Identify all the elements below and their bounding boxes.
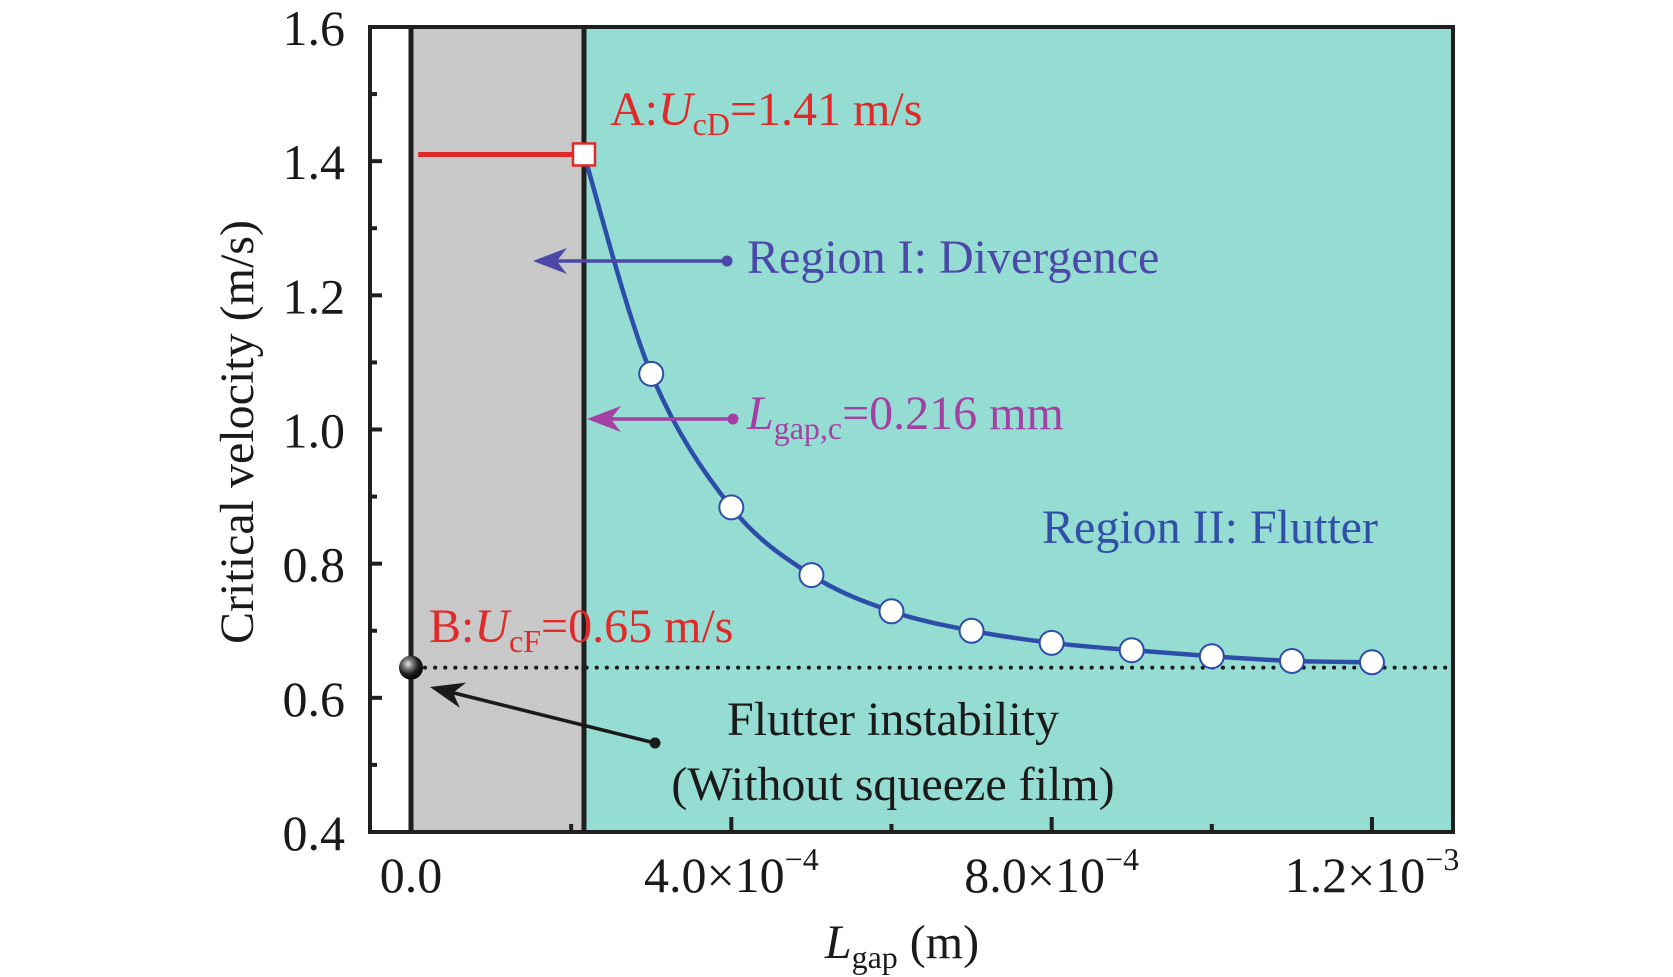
annotation-b-var: U	[474, 600, 512, 653]
annotation-flutter-line-1: Flutter instability	[727, 693, 1059, 746]
x-tick-label-mantissa: 0.0	[380, 847, 443, 903]
y-tick-label: 1.6	[283, 0, 346, 56]
annotation-b-prefix: B:	[429, 600, 474, 653]
x-tick-label-mantissa: 8.0×10	[964, 847, 1105, 903]
annotation-a-var: U	[658, 83, 696, 136]
y-axis-title: Critical velocity (m/s)	[211, 220, 264, 644]
x-axis-title-sub: gap	[852, 939, 898, 975]
x-tick-label-mantissa: 4.0×10	[644, 847, 785, 903]
data-point	[798, 562, 825, 589]
annotation-lgapc-var: L	[746, 387, 774, 440]
annotation-point-a: A:UcD=1.41 m/s	[610, 83, 922, 142]
y-tick-label: 0.6	[283, 671, 346, 727]
x-axis-title-var: L	[824, 916, 852, 969]
x-tick-label: 1.2×10−3	[1285, 841, 1460, 903]
annotation-region-1: Region I: Divergence	[747, 231, 1159, 284]
data-point	[1278, 647, 1305, 674]
critical-gap-arrow-head	[586, 406, 621, 432]
data-point	[1358, 649, 1385, 676]
plot-frame	[368, 25, 1455, 834]
critical-gap-arrow-dot	[727, 413, 739, 425]
region-1-arrow-dot	[721, 255, 733, 267]
x-tick-label: 4.0×10−4	[644, 841, 819, 903]
x-tick-label-exponent: −4	[785, 841, 819, 877]
region-1-arrow-head	[533, 248, 567, 274]
region-region-I-divergence	[411, 27, 584, 832]
annotation-a-sub: cD	[693, 106, 730, 142]
region-1-arrow	[533, 248, 733, 274]
annotation-a-prefix: A:	[610, 83, 658, 136]
x-axis-title: Lgap (m)	[824, 916, 979, 975]
y-tick-label: 0.8	[283, 537, 346, 593]
y-tick-label: 1.0	[283, 403, 346, 459]
data-point	[878, 598, 905, 625]
annotation-lgapc-sub: gap,c	[774, 410, 842, 446]
data-point	[1118, 637, 1145, 664]
data-point	[1038, 629, 1065, 656]
flutter-instability-arrow-head	[430, 682, 467, 708]
annotation-critical-gap: Lgap,c=0.216 mm	[746, 387, 1064, 446]
annotation-b-sub: cF	[509, 623, 541, 659]
flutter-instability-arrow-dot	[649, 737, 661, 749]
tick-labels: 0.40.60.81.01.21.41.60.0 4.0×10−4 8.0×10−4…	[283, 0, 1460, 903]
flutter-instability-arrow	[430, 682, 661, 749]
data-markers	[638, 360, 1385, 676]
data-point	[638, 360, 665, 387]
x-axis-title-unit: (m)	[898, 916, 979, 969]
y-tick-label: 0.4	[283, 805, 346, 861]
data-point	[718, 494, 745, 521]
annotation-region-2: Region II: Flutter	[1042, 501, 1378, 554]
annotation-lgapc-value: =0.216 mm	[842, 387, 1064, 440]
annotation-arrows	[430, 248, 739, 749]
y-tick-label: 1.2	[283, 268, 346, 324]
x-tick-label-exponent: −4	[1105, 841, 1139, 877]
annotation-point-b: B:UcF=0.65 m/s	[429, 600, 733, 659]
annotation-a-value: =1.41 m/s	[730, 83, 922, 136]
region-region-II-flutter	[583, 27, 1453, 832]
x-tick-label: 8.0×10−4	[964, 841, 1139, 903]
flutter-instability-arrow-shaft	[452, 691, 656, 745]
annotation-b-value: =0.65 m/s	[541, 600, 733, 653]
x-tick-label-exponent: −3	[1425, 841, 1459, 877]
point-b-marker	[399, 655, 423, 680]
x-tick-label: 0.0	[380, 847, 443, 903]
x-tick-label-mantissa: 1.2×10	[1285, 847, 1426, 903]
point-a-marker	[571, 142, 597, 167]
data-point	[1198, 643, 1225, 670]
critical-gap-arrow	[586, 406, 739, 432]
y-tick-label: 1.4	[283, 134, 346, 190]
annotation-flutter-line-2: (Without squeeze film)	[671, 758, 1114, 811]
region-backgrounds	[370, 27, 1453, 832]
data-point	[958, 617, 985, 644]
